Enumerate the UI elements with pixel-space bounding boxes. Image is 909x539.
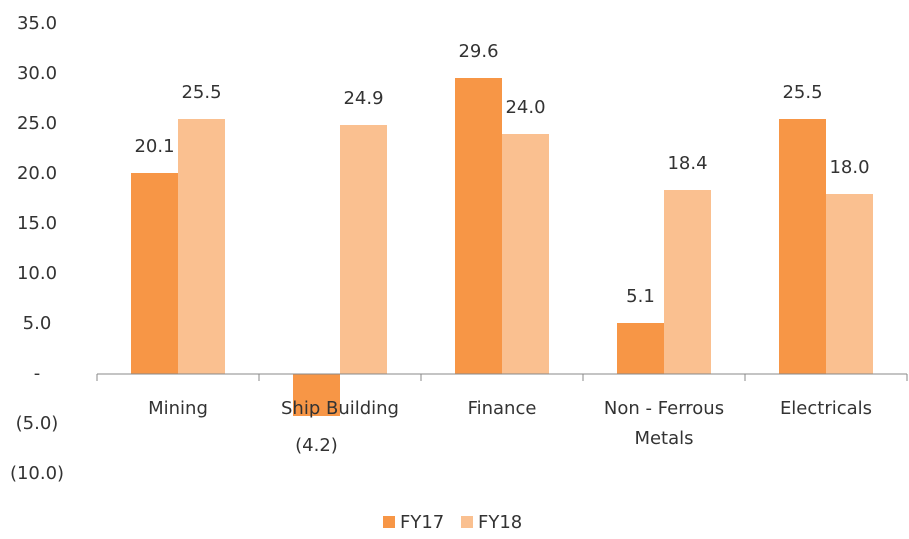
x-tick-label: Electricals: [779, 398, 873, 419]
y-tick-label: 10.0: [17, 263, 57, 284]
bar: [779, 119, 826, 374]
y-tick-label: 15.0: [17, 213, 57, 234]
x-tick-label: Non - Ferrous Metals: [603, 398, 725, 449]
bar: [664, 190, 711, 374]
bar: [455, 78, 502, 374]
bar: [617, 323, 664, 374]
y-tick-label: (5.0): [16, 413, 59, 434]
bar: [131, 173, 178, 374]
data-label: 29.6: [458, 41, 498, 62]
data-label: 25.5: [181, 82, 221, 103]
bar: [826, 194, 873, 374]
y-tick-label: 35.0: [17, 13, 57, 34]
data-label: 20.1: [134, 136, 174, 157]
legend-swatch: [383, 516, 395, 528]
bar: [178, 119, 225, 374]
data-label: (4.2): [295, 435, 338, 456]
y-tick-label: 30.0: [17, 63, 57, 84]
data-label: 24.0: [505, 97, 545, 118]
x-tick-label: Mining: [148, 398, 208, 419]
x-tick-label: Finance: [467, 398, 537, 419]
data-label: 18.4: [667, 153, 707, 174]
y-tick-label: -: [34, 363, 41, 384]
y-tick-label: 5.0: [23, 313, 52, 334]
legend-swatch: [461, 516, 473, 528]
legend-label: FY17: [400, 512, 444, 533]
bar: [502, 134, 549, 374]
data-label: 24.9: [343, 88, 383, 109]
y-tick-label: 25.0: [17, 113, 57, 134]
bar: [293, 374, 340, 416]
data-label: 18.0: [829, 157, 869, 178]
y-tick-label: 20.0: [17, 163, 57, 184]
bar: [340, 125, 387, 374]
legend-label: FY18: [478, 512, 522, 533]
x-tick-label: Ship Building: [280, 398, 399, 419]
data-label: 5.1: [626, 286, 655, 307]
y-tick-label: (10.0): [10, 463, 64, 484]
data-label: 25.5: [782, 82, 822, 103]
